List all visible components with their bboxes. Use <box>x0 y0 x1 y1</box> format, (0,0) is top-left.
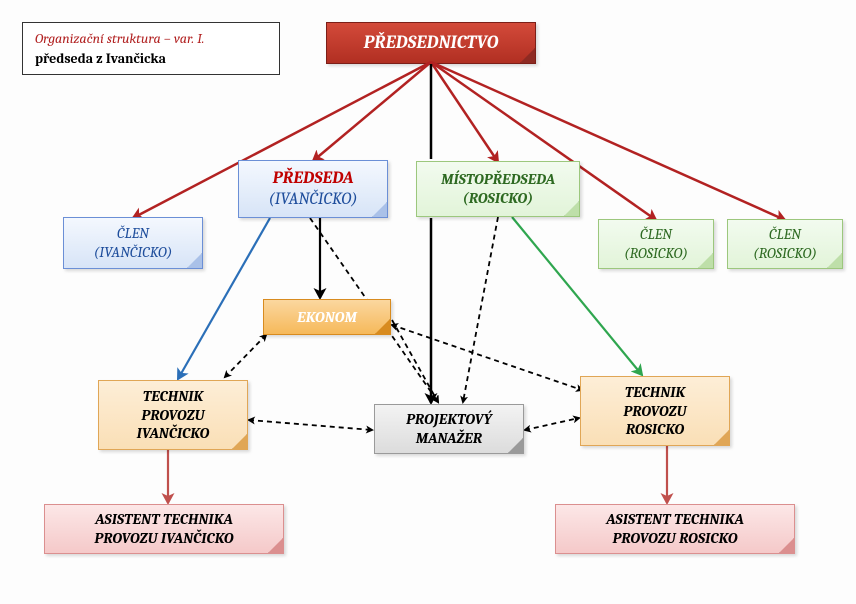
node-clen-rosicko-1: ČLEN (ROSICKO) <box>598 219 714 269</box>
label: IVANČICKO <box>137 424 210 443</box>
node-clen-rosicko-2: ČLEN (ROSICKO) <box>727 219 843 269</box>
node-ekonom: EKONOM <box>263 299 391 335</box>
label: PROVOZU ROSICKO <box>612 529 737 548</box>
label: MANAŽER <box>416 429 483 448</box>
label: ČLEN <box>769 225 801 244</box>
node-mistopredseda: MÍSTOPŘEDSEDA (ROSICKO) <box>416 161 580 217</box>
infobox-line1: Organizační struktura – var. I. <box>35 29 267 49</box>
label: TECHNIK <box>143 387 204 406</box>
label: ASISTENT TECHNIKA <box>95 510 232 529</box>
node-predseda: PŘEDSEDA (IVANČICKO) <box>238 160 388 218</box>
label: EKONOM <box>297 308 357 327</box>
label: TECHNIK <box>625 383 686 402</box>
node-asistent-ivancicko: ASISTENT TECHNIKA PROVOZU IVANČICKO <box>44 504 284 554</box>
label: PROJEKTOVÝ <box>406 410 492 429</box>
label: ROSICKO <box>626 420 685 439</box>
label: PROVOZU <box>623 402 686 421</box>
label: PROVOZU IVANČICKO <box>94 529 233 548</box>
label: ČLEN <box>117 224 149 243</box>
label-sub: (IVANČICKO) <box>268 189 357 210</box>
label-sub: (ROSICKO) <box>624 244 688 263</box>
label-sub: (IVANČICKO) <box>94 243 173 262</box>
label: ASISTENT TECHNIKA <box>606 510 743 529</box>
label-sub: (ROSICKO) <box>463 189 533 208</box>
node-technik-rosicko: TECHNIK PROVOZU ROSICKO <box>580 376 730 446</box>
label: PŘEDSEDNICTVO <box>364 32 499 55</box>
node-technik-ivancicko: TECHNIK PROVOZU IVANČICKO <box>98 380 248 450</box>
node-asistent-rosicko: ASISTENT TECHNIKA PROVOZU ROSICKO <box>555 504 795 554</box>
label-sub: (ROSICKO) <box>753 244 817 263</box>
node-predsednictvo: PŘEDSEDNICTVO <box>326 22 536 64</box>
label: PROVOZU <box>141 406 204 425</box>
infobox-line2: předseda z Ivančicka <box>35 49 267 69</box>
label: MÍSTOPŘEDSEDA <box>441 170 555 189</box>
node-projektovy-manazer: PROJEKTOVÝ MANAŽER <box>374 404 524 454</box>
label: ČLEN <box>640 225 672 244</box>
title-infobox: Organizační struktura – var. I. předseda… <box>22 22 280 75</box>
label: PŘEDSEDA <box>273 168 354 189</box>
node-clen-ivancicko: ČLEN (IVANČICKO) <box>63 217 203 269</box>
